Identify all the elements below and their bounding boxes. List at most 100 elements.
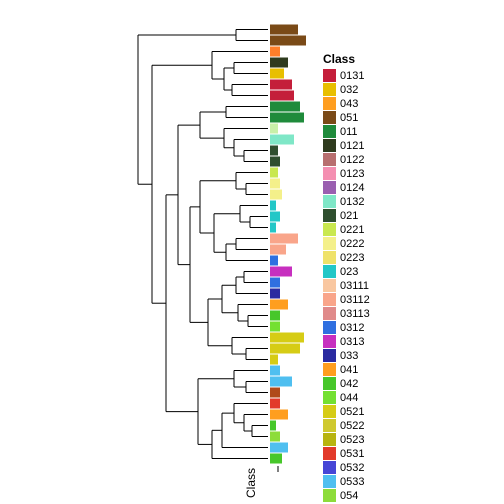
legend-label: 0122 (340, 154, 364, 166)
leaf-bar (270, 91, 294, 101)
legend-swatch (323, 321, 336, 334)
legend-label: 0124 (340, 182, 364, 194)
leaf-bar (270, 377, 292, 387)
leaf-bar (270, 69, 284, 79)
legend-swatch (323, 419, 336, 432)
leaf-bar (270, 432, 280, 442)
legend-swatch (323, 377, 336, 390)
legend-label: 023 (340, 266, 358, 278)
leaf-bar (270, 443, 288, 453)
legend-swatch (323, 349, 336, 362)
leaf-bar (270, 256, 278, 266)
legend-label: 0132 (340, 196, 364, 208)
legend-label: 03113 (340, 308, 370, 320)
legend-label: 03112 (340, 294, 370, 306)
leaf-bar (270, 80, 292, 90)
legend-label: 0533 (340, 476, 364, 488)
legend-swatch (323, 181, 336, 194)
leaf-bar (270, 102, 300, 112)
legend-swatch (323, 447, 336, 460)
legend-label: 054 (340, 490, 358, 502)
leaf-bar (270, 212, 280, 222)
dendro-lines (138, 30, 268, 459)
leaf-bar (270, 135, 294, 145)
legend-label: 0222 (340, 238, 364, 250)
leaf-bar (270, 454, 282, 464)
legend-title: Class (323, 52, 355, 66)
legend-swatch (323, 223, 336, 236)
legend-label: 0121 (340, 140, 364, 152)
legend-swatch (323, 363, 336, 376)
leaf-bar (270, 388, 280, 398)
legend-swatch (323, 265, 336, 278)
legend-swatch (323, 167, 336, 180)
legend-label: 011 (340, 126, 358, 138)
leaf-bar (270, 355, 278, 365)
legend-label: 0521 (340, 406, 364, 418)
leaf-bar (270, 25, 298, 35)
legend-swatch (323, 461, 336, 474)
legend-label: 0523 (340, 434, 364, 446)
legend-label: 043 (340, 98, 358, 110)
legend-label: 042 (340, 378, 358, 390)
axis-label-class: Class (244, 468, 258, 498)
leaf-bar (270, 58, 288, 68)
legend-swatch (323, 405, 336, 418)
legend: Class01310320430510110121012201230124013… (323, 52, 370, 502)
leaf-bar (270, 322, 280, 332)
legend-swatch (323, 97, 336, 110)
legend-label: 0312 (340, 322, 364, 334)
leaf-bar (270, 311, 280, 321)
legend-swatch (323, 237, 336, 250)
leaf-bar (270, 278, 280, 288)
legend-swatch (323, 209, 336, 222)
legend-swatch (323, 83, 336, 96)
leaf-bar (270, 201, 276, 211)
leaf-bar (270, 421, 276, 431)
legend-label: 0532 (340, 462, 364, 474)
legend-label: 0531 (340, 448, 364, 460)
leaf-bar (270, 300, 288, 310)
leaf-bar (270, 399, 280, 409)
leaf-bar (270, 234, 298, 244)
legend-swatch (323, 111, 336, 124)
legend-swatch (323, 433, 336, 446)
leaf-bars (270, 25, 306, 464)
leaf-bar (270, 267, 292, 277)
legend-label: 0131 (340, 70, 364, 82)
leaf-bar (270, 344, 300, 354)
legend-swatch (323, 293, 336, 306)
leaf-bar (270, 190, 282, 200)
legend-swatch (323, 251, 336, 264)
leaf-bar (270, 168, 278, 178)
legend-swatch (323, 391, 336, 404)
leaf-bar (270, 124, 278, 134)
leaf-bar (270, 179, 280, 189)
legend-swatch (323, 125, 336, 138)
legend-label: 021 (340, 210, 358, 222)
legend-label: 0221 (340, 224, 364, 236)
legend-swatch (323, 69, 336, 82)
legend-label: 0313 (340, 336, 364, 348)
legend-swatch (323, 279, 336, 292)
leaf-bar (270, 333, 304, 343)
legend-label: 03111 (340, 280, 369, 292)
leaf-bar (270, 410, 288, 420)
leaf-bar (270, 47, 280, 57)
legend-label: 0522 (340, 420, 364, 432)
legend-swatch (323, 307, 336, 320)
legend-label: 041 (340, 364, 358, 376)
leaf-bar (270, 113, 304, 123)
legend-label: 0123 (340, 168, 364, 180)
legend-label: 044 (340, 392, 358, 404)
legend-label: 033 (340, 350, 358, 362)
legend-swatch (323, 195, 336, 208)
legend-label: 051 (340, 112, 358, 124)
leaf-bar (270, 146, 278, 156)
legend-swatch (323, 489, 336, 502)
leaf-bar (270, 366, 280, 376)
leaf-bar (270, 223, 276, 233)
legend-swatch (323, 335, 336, 348)
leaf-bar (270, 36, 306, 46)
leaf-bar (270, 245, 286, 255)
